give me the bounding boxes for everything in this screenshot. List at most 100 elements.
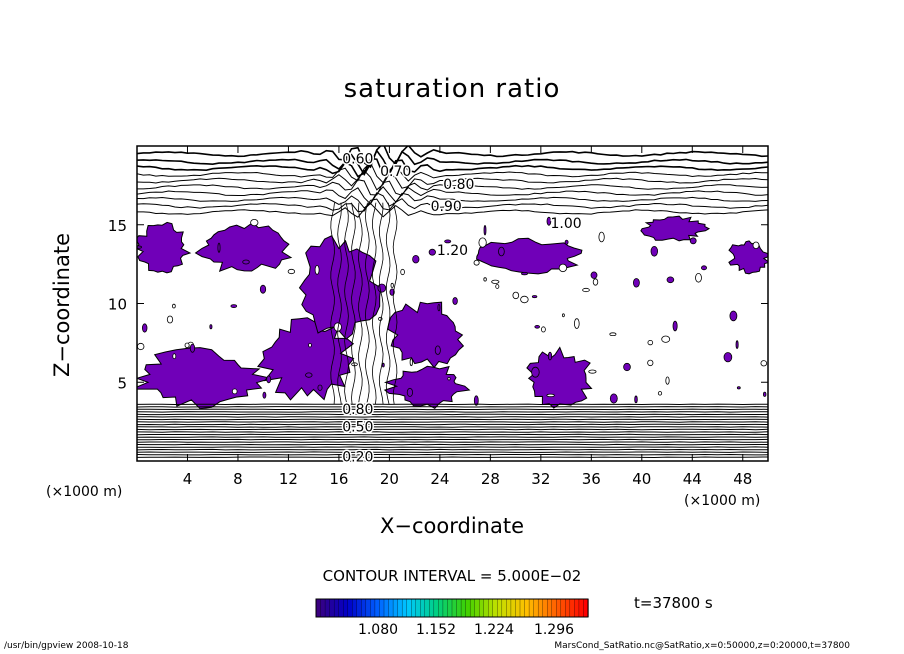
colorbar-swatch: [569, 598, 576, 618]
contour-speckle: [531, 366, 540, 378]
colorbar-swatch: [333, 598, 340, 618]
contour-line: [358, 202, 363, 405]
contour-speckle: [735, 340, 739, 349]
contour-line: [137, 192, 768, 209]
colorbar-swatch: [542, 598, 548, 618]
contour-speckle: [647, 359, 654, 367]
contour-speckle: [184, 342, 190, 348]
colorbar-swatch: [515, 598, 521, 618]
contour-line: [137, 157, 768, 178]
x-tick-label: 48: [733, 470, 752, 488]
colorbar-swatch: [374, 598, 381, 618]
contour-line: [392, 202, 398, 405]
contour-speckle: [473, 259, 480, 266]
contour-line: [137, 198, 768, 213]
contour-speckle: [231, 388, 238, 395]
colorbar-swatch: [533, 598, 539, 618]
colorbar-swatch: [352, 598, 358, 618]
chart-title: saturation ratio: [343, 74, 561, 104]
contour-speckle: [541, 326, 546, 333]
contour-speckle: [137, 342, 145, 351]
colorbar-swatch: [411, 598, 417, 618]
colorbar-swatch: [320, 598, 326, 618]
contour-speckle: [172, 353, 177, 360]
x-tick-label: 12: [279, 470, 298, 488]
supersaturated-region: [383, 365, 471, 410]
colorbar-swatch: [347, 598, 353, 618]
contour-speckle: [172, 303, 176, 309]
colorbar-swatch: [519, 598, 526, 618]
colorbar-tick-label: 1.080: [357, 622, 399, 638]
colorbar-tick-label: 1.224: [473, 622, 515, 638]
contour-speckle: [588, 369, 597, 374]
colorbar-swatch: [483, 598, 489, 618]
colorbar-tick-label: 1.296: [533, 622, 575, 638]
contour-speckle: [308, 343, 312, 348]
colorbar-swatch: [392, 598, 399, 618]
contour-line: [378, 202, 384, 405]
contour-line: [137, 431, 768, 433]
colorbar-swatch: [537, 598, 544, 618]
colorbar-swatch: [433, 598, 440, 618]
contour-speckle: [633, 278, 640, 288]
contour-speckle: [409, 358, 413, 367]
contour-line: [137, 436, 768, 438]
colorbar-swatch: [401, 598, 408, 618]
footer-right: MarsCond_SatRatio.nc@SatRatio,x=0:50000,…: [554, 641, 850, 651]
contour-line: [137, 421, 768, 423]
colorbar-swatch: [365, 598, 372, 618]
contour-speckle: [483, 224, 487, 236]
colorbar-swatch: [383, 598, 390, 618]
contour-speckle: [498, 246, 505, 257]
supersaturated-region: [387, 301, 465, 369]
contour-line: [137, 433, 768, 436]
supersaturated-region: [526, 346, 593, 409]
contour-speckle: [657, 391, 663, 396]
x-axis-unit: (×1000 m): [684, 493, 761, 509]
contour-line: [137, 408, 768, 411]
contour-speckle: [166, 315, 174, 324]
contour-line: [351, 202, 356, 405]
contour-speckle: [230, 304, 238, 309]
contour-line: [385, 202, 391, 405]
colorbar-swatch: [447, 598, 453, 618]
contour-line: [137, 411, 768, 413]
supersaturated-region: [194, 221, 293, 273]
colorbar-swatch: [329, 598, 335, 618]
contour-speckle: [189, 343, 196, 353]
contour-label: 1.20: [437, 243, 468, 259]
contour-speckle: [546, 216, 552, 226]
colorbar-swatch: [451, 598, 458, 618]
contour-line: [337, 202, 342, 405]
contour-speckle: [412, 255, 420, 264]
supersaturated-region: [640, 215, 711, 242]
contour-line: [137, 426, 768, 428]
contour-speckle: [250, 219, 259, 227]
contour-speckle: [609, 332, 617, 337]
contour-line: [364, 202, 370, 405]
contour-speckle: [736, 386, 741, 390]
x-tick-label: 8: [233, 470, 243, 488]
x-axis-label: X−coordinate: [380, 514, 524, 538]
contour-speckle: [558, 263, 568, 273]
contour-speckle: [483, 277, 487, 282]
contour-line: [137, 169, 768, 191]
contour-speckle: [634, 395, 638, 404]
contour-speckle: [661, 335, 671, 343]
contour-speckle: [650, 246, 658, 257]
contour-speckle: [473, 395, 479, 406]
contour-speckle: [623, 362, 631, 372]
colorbar-swatch: [524, 598, 530, 618]
contour-speckle: [447, 377, 451, 381]
supersaturated-region: [137, 221, 192, 274]
colorbar-swatch: [506, 598, 512, 618]
contour-speckle: [141, 323, 148, 333]
colorbar-swatch: [397, 598, 403, 618]
contour-speckle: [534, 324, 540, 329]
colorbar-swatch: [343, 598, 349, 618]
contour-speckle: [217, 242, 221, 253]
contour-line: [137, 423, 768, 426]
contour-speckle: [647, 339, 654, 346]
x-tick-label: 28: [481, 470, 500, 488]
contour-speckle: [763, 391, 767, 397]
